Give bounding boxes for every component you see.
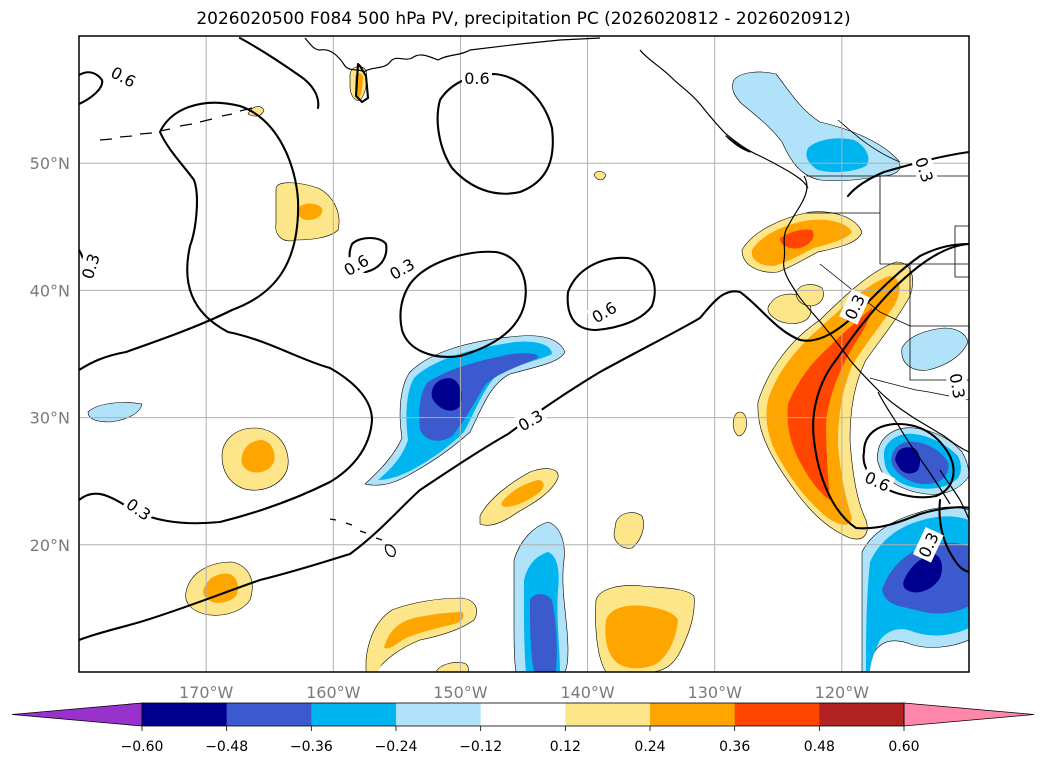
x-tick-label: 130°W: [688, 683, 743, 702]
precip-region: [419, 353, 539, 441]
x-tick-label: 140°W: [560, 683, 615, 702]
colorbar-segment: [480, 703, 566, 726]
precip-region: [780, 229, 814, 249]
alaska-coast: [304, 37, 601, 73]
x-tick-label: 170°W: [179, 683, 234, 702]
colorbar-tick-label: −0.36: [290, 739, 333, 755]
colorbar-segment: [142, 703, 228, 726]
colorbar-tick-label: −0.48: [205, 739, 248, 755]
pv-contour-label: 0.3: [945, 369, 969, 403]
pv-contour: [812, 242, 969, 530]
colorbar-extend-high: [903, 702, 1035, 727]
precip-region: [806, 138, 869, 173]
pv-contour: [938, 498, 969, 574]
precip-region: [431, 378, 462, 411]
colorbar-segment: [819, 703, 905, 726]
colorbar-frame: [141, 702, 905, 727]
precip-region: [895, 447, 921, 474]
mexico-coast: [939, 469, 969, 521]
colorbar-tick-label: 0.24: [634, 739, 665, 755]
y-tick-label: 30°N: [30, 409, 70, 428]
colorbar-tick-label: −0.12: [459, 739, 502, 755]
pv-contour: [566, 256, 656, 332]
hawaii-islands: [329, 518, 396, 557]
pv-contour: [79, 101, 374, 525]
pv-contour-label: 0.6: [461, 67, 492, 88]
pv-contour: [846, 150, 969, 198]
colorbar-segment: [565, 703, 651, 726]
x-tick-label: 120°W: [815, 683, 870, 702]
colorbar-segment: [311, 703, 397, 726]
y-tick-label: 50°N: [30, 154, 70, 173]
precip-region: [605, 605, 678, 669]
colorbar-tick-label: −0.60: [121, 739, 164, 755]
precip-region: [787, 308, 872, 500]
alaska-panhandle: [639, 49, 809, 189]
pv-contour-labels: 0.6 0.60.3 0.6 0.30.60.30.30.30.60.30.30.3: [79, 60, 969, 563]
baja-california: [877, 391, 951, 505]
precip-region: [247, 106, 265, 117]
precip-region: [96, 407, 134, 418]
precip-region: [620, 516, 641, 542]
state-lines: [806, 119, 969, 381]
aleutians-east: [99, 107, 253, 141]
chart-title: 2026020500 F084 500 hPa PV, precipitatio…: [196, 9, 851, 29]
colorbar-tick-label: 0.48: [804, 739, 835, 755]
pv-contour: [354, 62, 370, 104]
pacific-northwest-coast: [783, 175, 969, 453]
precip-region: [911, 336, 954, 363]
pv-contour-label-text: 0.3: [945, 372, 968, 400]
y-axis: 20°N 30°N 40°N 50°N: [30, 154, 70, 555]
precip-region: [903, 554, 942, 593]
colorbar-tick-label: 0.36: [719, 739, 750, 755]
precip-region: [297, 203, 323, 220]
x-tick-label: 150°W: [433, 683, 488, 702]
pv-contour-label: 0.3: [910, 152, 939, 187]
y-tick-label: 20°N: [30, 536, 70, 555]
colorbar-extend-low: [11, 702, 143, 727]
precip-region: [501, 480, 544, 507]
lat-lon-grid: [79, 36, 969, 672]
precip-region: [593, 170, 607, 181]
colorbar-tick-label: −0.24: [375, 739, 418, 755]
precipitation-field: [87, 66, 969, 672]
x-axis: 170°W 160°W 150°W 140°W 130°W 120°W: [179, 683, 869, 702]
y-tick-label: 40°N: [30, 281, 70, 300]
pv-contour: [238, 36, 320, 110]
colorbar-tick-label: 0.12: [550, 739, 581, 755]
vancouver-island: [725, 135, 751, 153]
precip-region: [384, 612, 464, 649]
coastlines: [99, 37, 969, 557]
map-frame: [78, 35, 970, 673]
colorbar-tick-label: 0.60: [888, 739, 919, 755]
pv-contour-label: 0.3: [912, 526, 944, 563]
precip-region: [241, 440, 275, 473]
precip-region: [203, 573, 238, 603]
colorbar-segment: [396, 703, 482, 726]
pv-contour: [79, 71, 104, 106]
colorbar-segment: [650, 703, 736, 726]
colorbar: −0.60 −0.48 −0.36 −0.24 −0.12 0.12 0.24 0.36 0.4…: [11, 702, 1035, 755]
colorbar-segment: [226, 703, 312, 726]
precip-region: [530, 594, 557, 672]
pv-contour: [399, 250, 527, 358]
pv-contour-label-text: 0.6: [464, 69, 489, 88]
colorbar-segment: [734, 703, 820, 726]
x-tick-label: 160°W: [306, 683, 361, 702]
